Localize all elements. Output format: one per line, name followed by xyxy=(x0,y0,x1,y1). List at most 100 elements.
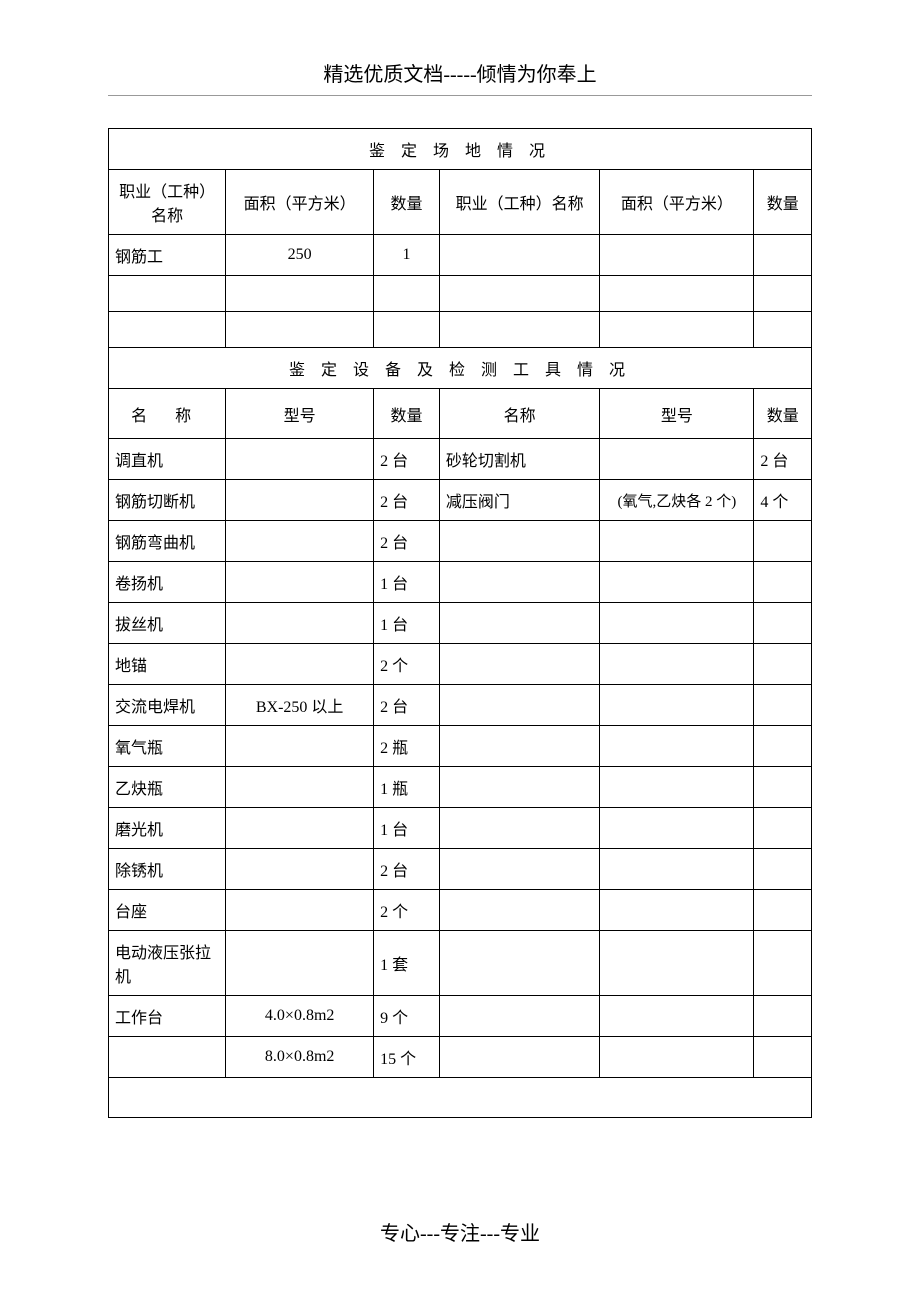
cell-quantity2 xyxy=(754,931,812,996)
section1-header-quantity: 数量 xyxy=(374,170,440,235)
cell-name2: 砂轮切割机 xyxy=(439,439,599,480)
cell-quantity2 xyxy=(754,312,812,348)
section2-header-model2: 型号 xyxy=(600,389,754,439)
cell-model2 xyxy=(600,996,754,1037)
table-trailing-row xyxy=(109,1078,812,1118)
cell-model2 xyxy=(600,521,754,562)
cell-model xyxy=(226,726,374,767)
cell-quantity: 2 个 xyxy=(374,890,440,931)
section2-title-row: 鉴 定 设 备 及 检 测 工 具 情 况 xyxy=(109,348,812,389)
cell-name: 除锈机 xyxy=(109,849,226,890)
cell-name2 xyxy=(439,726,599,767)
table-row: 电动液压张拉机 1 套 xyxy=(109,931,812,996)
cell-model: 8.0×0.8m2 xyxy=(226,1037,374,1078)
section2-header-quantity: 数量 xyxy=(374,389,440,439)
cell-model2 xyxy=(600,890,754,931)
table-row: 钢筋工 250 1 xyxy=(109,235,812,276)
table-row: 拔丝机 1 台 xyxy=(109,603,812,644)
cell-occupation: 钢筋工 xyxy=(109,235,226,276)
cell-quantity: 15 个 xyxy=(374,1037,440,1078)
cell-quantity: 2 台 xyxy=(374,849,440,890)
table-row xyxy=(109,312,812,348)
cell-name: 拔丝机 xyxy=(109,603,226,644)
cell-model xyxy=(226,931,374,996)
cell-quantity: 2 个 xyxy=(374,644,440,685)
cell-quantity: 9 个 xyxy=(374,996,440,1037)
section1-header-area: 面积（平方米） xyxy=(226,170,374,235)
cell-name2 xyxy=(439,849,599,890)
cell-model2: (氧气,乙炔各 2 个) xyxy=(600,480,754,521)
cell-model2 xyxy=(600,644,754,685)
cell-area: 250 xyxy=(226,235,374,276)
cell-occupation2 xyxy=(439,276,599,312)
section1-header-quantity2: 数量 xyxy=(754,170,812,235)
section1-header-area2: 面积（平方米） xyxy=(600,170,754,235)
cell-quantity2 xyxy=(754,521,812,562)
table-row xyxy=(109,276,812,312)
cell-model: BX-250 以上 xyxy=(226,685,374,726)
cell-name: 台座 xyxy=(109,890,226,931)
cell-name: 交流电焊机 xyxy=(109,685,226,726)
table-row: 交流电焊机 BX-250 以上 2 台 xyxy=(109,685,812,726)
cell-quantity2 xyxy=(754,849,812,890)
cell-quantity2 xyxy=(754,644,812,685)
cell-model2 xyxy=(600,685,754,726)
cell-name2 xyxy=(439,1037,599,1078)
table-row: 工作台 4.0×0.8m2 9 个 xyxy=(109,996,812,1037)
cell-quantity2 xyxy=(754,276,812,312)
cell-quantity: 2 台 xyxy=(374,480,440,521)
cell-quantity: 1 xyxy=(374,235,440,276)
cell-quantity2: 4 个 xyxy=(754,480,812,521)
section2-header-name2: 名称 xyxy=(439,389,599,439)
cell-model2 xyxy=(600,767,754,808)
cell-model2 xyxy=(600,808,754,849)
cell-name2 xyxy=(439,996,599,1037)
cell-occupation xyxy=(109,312,226,348)
cell-quantity2 xyxy=(754,685,812,726)
cell-model2 xyxy=(600,439,754,480)
cell-quantity2 xyxy=(754,808,812,849)
cell-area xyxy=(226,276,374,312)
cell-name xyxy=(109,1037,226,1078)
cell-model2 xyxy=(600,562,754,603)
cell-area2 xyxy=(600,312,754,348)
cell-model2 xyxy=(600,726,754,767)
cell-quantity2 xyxy=(754,603,812,644)
cell-quantity: 2 台 xyxy=(374,439,440,480)
cell-quantity2 xyxy=(754,1037,812,1078)
section1-header-row: 职业（工种）名称 面积（平方米） 数量 职业（工种）名称 面积（平方米） 数量 xyxy=(109,170,812,235)
cell-quantity: 1 套 xyxy=(374,931,440,996)
table-row: 地锚 2 个 xyxy=(109,644,812,685)
section1-title: 鉴 定 场 地 情 况 xyxy=(109,129,812,170)
cell-area2 xyxy=(600,235,754,276)
cell-name2 xyxy=(439,808,599,849)
cell-model xyxy=(226,480,374,521)
table-row: 钢筋弯曲机 2 台 xyxy=(109,521,812,562)
page-footer: 专心---专注---专业 xyxy=(0,1217,920,1246)
cell-name: 电动液压张拉机 xyxy=(109,931,226,996)
cell-name2 xyxy=(439,562,599,603)
cell-name: 氧气瓶 xyxy=(109,726,226,767)
cell-quantity2: 2 台 xyxy=(754,439,812,480)
section2-header-name: 名 称 xyxy=(109,389,226,439)
cell-name: 钢筋切断机 xyxy=(109,480,226,521)
cell-quantity: 1 台 xyxy=(374,562,440,603)
main-table: 鉴 定 场 地 情 况 职业（工种）名称 面积（平方米） 数量 职业（工种）名称… xyxy=(108,128,812,1118)
cell-name: 卷扬机 xyxy=(109,562,226,603)
cell-name: 磨光机 xyxy=(109,808,226,849)
table-row: 卷扬机 1 台 xyxy=(109,562,812,603)
section1-title-row: 鉴 定 场 地 情 况 xyxy=(109,129,812,170)
cell-name2: 减压阀门 xyxy=(439,480,599,521)
cell-model: 4.0×0.8m2 xyxy=(226,996,374,1037)
cell-name: 乙炔瓶 xyxy=(109,767,226,808)
cell-area xyxy=(226,312,374,348)
cell-name: 钢筋弯曲机 xyxy=(109,521,226,562)
section1-header-occupation: 职业（工种）名称 xyxy=(109,170,226,235)
cell-name2 xyxy=(439,521,599,562)
cell-quantity2 xyxy=(754,767,812,808)
cell-quantity: 1 瓶 xyxy=(374,767,440,808)
table-row: 钢筋切断机 2 台 减压阀门 (氧气,乙炔各 2 个) 4 个 xyxy=(109,480,812,521)
cell-area2 xyxy=(600,276,754,312)
cell-model xyxy=(226,521,374,562)
cell-name2 xyxy=(439,603,599,644)
